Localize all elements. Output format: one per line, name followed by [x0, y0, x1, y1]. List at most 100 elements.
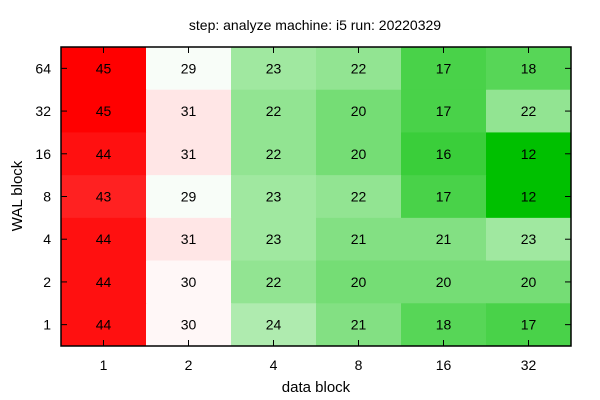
heatmap-cell: [61, 132, 147, 176]
heatmap-cell: [61, 89, 147, 133]
x-tick-label: 8: [355, 357, 363, 373]
heatmap-cell: [231, 217, 317, 262]
heatmap-cell: [61, 175, 147, 219]
cell-value-label: 30: [181, 274, 197, 290]
heatmap-cell: [61, 260, 147, 304]
cell-value-label: 22: [266, 274, 282, 290]
cell-value-label: 21: [351, 231, 367, 247]
heatmap-cell: [486, 132, 572, 176]
heatmap-cell: [231, 175, 317, 219]
x-axis-ticks: 1 2 4 8 16 32: [100, 47, 537, 373]
chart-title: step: analyze machine: i5 run: 20220329: [189, 17, 441, 33]
cell-value-label: 29: [181, 60, 197, 76]
cell-value-label: 22: [266, 146, 282, 162]
heatmap-cell: [146, 132, 232, 176]
x-tick-label: 1: [100, 357, 108, 373]
cell-value-label: 43: [96, 189, 112, 205]
heatmap-cell: [486, 89, 572, 133]
y-tick-label: 64: [35, 60, 51, 76]
y-tick-label: 2: [43, 274, 51, 290]
y-tick-label: 16: [35, 146, 51, 162]
heatmap-cells: 45 29 23 22 17 18 45 31 22 20 17 22 44 31 22 20 16 12 43 29…: [61, 47, 572, 347]
x-tick-label: 16: [436, 357, 452, 373]
cell-value-label: 45: [96, 103, 112, 119]
cell-value-label: 21: [436, 231, 452, 247]
heatmap-cell: [146, 47, 232, 91]
heatmap-cell: [486, 303, 572, 347]
cell-value-label: 44: [96, 317, 112, 333]
cell-value-label: 31: [181, 146, 197, 162]
cell-value-label: 23: [266, 231, 282, 247]
cell-value-label: 12: [521, 146, 537, 162]
cell-value-label: 16: [436, 146, 452, 162]
heatmap-cell: [231, 132, 317, 176]
x-tick-label: 2: [185, 357, 193, 373]
heatmap-cell: [316, 89, 402, 133]
cell-value-label: 31: [181, 231, 197, 247]
cell-value-label: 22: [266, 103, 282, 119]
y-tick-label: 32: [35, 103, 51, 119]
cell-value-label: 22: [351, 60, 367, 76]
cell-value-label: 44: [96, 146, 112, 162]
cell-value-label: 20: [351, 146, 367, 162]
heatmap-cell: [231, 47, 317, 91]
heatmap-cell: [146, 260, 232, 304]
heatmap-cell: [61, 303, 147, 347]
cell-value-label: 20: [351, 274, 367, 290]
cell-value-label: 23: [266, 189, 282, 205]
heatmap-cell: [316, 260, 402, 304]
cell-value-label: 18: [521, 60, 537, 76]
x-axis-label: data block: [282, 379, 351, 396]
cell-value-label: 20: [436, 274, 452, 290]
y-tick-label: 1: [43, 317, 51, 333]
cell-value-label: 17: [436, 189, 452, 205]
heatmap-cell: [316, 47, 402, 91]
y-axis-label: WAL block: [9, 160, 26, 231]
cell-value-label: 20: [351, 103, 367, 119]
heatmap-cell: [146, 303, 232, 347]
heatmap-cell: [316, 217, 402, 262]
cell-value-label: 44: [96, 274, 112, 290]
heatmap-cell: [316, 175, 402, 219]
cell-value-label: 44: [96, 231, 112, 247]
heatmap-cell: [61, 47, 147, 91]
x-tick-label: 4: [270, 357, 278, 373]
heatmap-cell: [231, 89, 317, 133]
heatmap-cell: [486, 217, 572, 262]
y-tick-label: 8: [43, 189, 51, 205]
heatmap-cell: [486, 47, 572, 91]
heatmap-cell: [316, 303, 402, 347]
heatmap-cell: [486, 260, 572, 304]
heatmap-cell: [231, 303, 317, 347]
heatmap-cell: [401, 47, 487, 91]
cell-value-label: 23: [266, 60, 282, 76]
heatmap-cell: [401, 132, 487, 176]
heatmap-cell: [316, 132, 402, 176]
heatmap-cell: [146, 175, 232, 219]
heatmap-cell: [401, 217, 487, 262]
heatmap-cell: [61, 217, 147, 262]
cell-value-label: 20: [521, 274, 537, 290]
cell-value-label: 17: [436, 60, 452, 76]
heatmap-cell: [231, 260, 317, 304]
heatmap-cell: [401, 175, 487, 219]
cell-value-label: 23: [521, 231, 537, 247]
cell-value-label: 18: [436, 317, 452, 333]
cell-value-label: 21: [351, 317, 367, 333]
cell-value-label: 45: [96, 60, 112, 76]
cell-value-label: 29: [181, 189, 197, 205]
heatmap-cell: [146, 217, 232, 262]
cell-value-label: 12: [521, 189, 537, 205]
heatmap-cell: [486, 175, 572, 219]
cell-value-label: 22: [351, 189, 367, 205]
heatmap-cell: [146, 89, 232, 133]
cell-value-label: 30: [181, 317, 197, 333]
x-tick-label: 32: [521, 357, 537, 373]
cell-value-label: 17: [436, 103, 452, 119]
y-tick-label: 4: [43, 231, 51, 247]
cell-value-label: 24: [266, 317, 282, 333]
cell-value-label: 22: [521, 103, 537, 119]
heatmap-cell: [401, 303, 487, 347]
